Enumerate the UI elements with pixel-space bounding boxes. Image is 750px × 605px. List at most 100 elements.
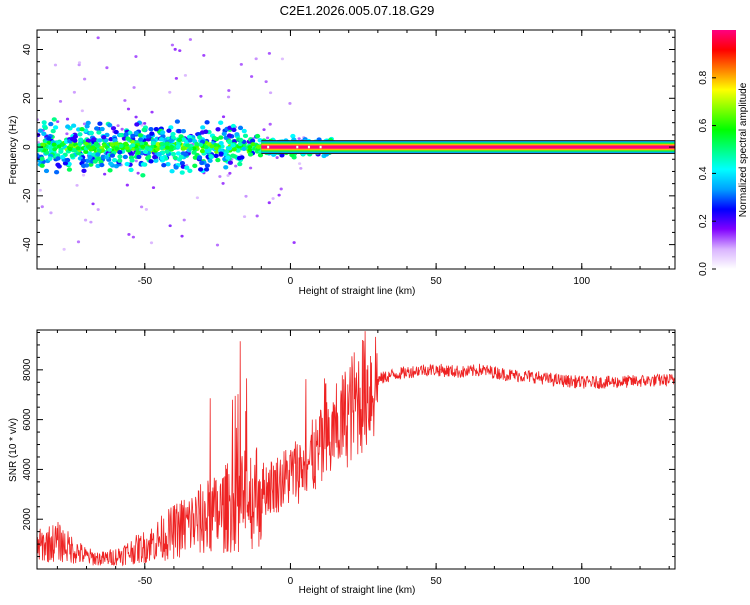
spectrogram-noise-mark — [230, 143, 236, 148]
spectrogram-noise-mark — [173, 165, 179, 170]
spectrogram-noise-mark — [221, 131, 227, 136]
spectrogram-noise-mark — [150, 140, 156, 146]
spectrogram-frame — [36, 29, 676, 270]
spectrogram-noise-mark — [134, 122, 140, 127]
spectrogram-outlier-mark — [132, 86, 136, 89]
spectrogram-outlier-mark — [279, 187, 283, 191]
spectrogram-noise-mark — [50, 128, 56, 134]
spectrogram-outlier-mark — [49, 211, 53, 215]
spectrogram-outlier-mark — [199, 94, 203, 98]
spectrogram-noise-mark — [124, 161, 130, 167]
spectrogram-outlier-mark — [234, 164, 238, 168]
snr-y-label: SNR (10 * v/v) — [8, 418, 19, 482]
spectrogram-noise-mark — [242, 133, 249, 139]
spectrogram-outlier-mark — [277, 193, 281, 197]
spectrogram-y-ticks: -40 -20 0 20 40 — [22, 36, 675, 270]
spectrogram-core-mark — [52, 147, 58, 152]
spectrogram-outlier-mark — [221, 182, 225, 185]
spectrogram-noise-mark — [58, 149, 64, 154]
spectrogram-core-mark — [107, 147, 112, 152]
spectrogram-core-mark — [56, 144, 62, 149]
spectrogram-noise-mark — [46, 136, 52, 141]
spectrogram-noise-mark — [192, 163, 198, 169]
spectrogram-noise-mark — [41, 120, 47, 125]
spectrogram-noise-mark — [148, 159, 154, 164]
spectrogram-band-gap — [319, 145, 322, 149]
spectrogram-noise-mark — [211, 135, 217, 141]
spectrogram-noise-mark — [140, 162, 146, 167]
spectrogram-noise-mark — [97, 138, 103, 143]
spectrogram-noise-mark — [122, 154, 128, 160]
spectrogram-noise-mark — [213, 153, 219, 159]
spectrogram-noise-mark — [117, 150, 123, 155]
spectrogram-outlier-mark — [103, 172, 107, 176]
spectrogram-outlier-mark — [80, 109, 84, 113]
spectrogram-noise-mark — [218, 140, 224, 146]
spectrogram-noise-mark — [208, 154, 215, 160]
spectrogram-outlier-mark — [271, 197, 275, 200]
spectrogram-noise-mark — [226, 133, 233, 138]
spectrogram-noise-mark — [111, 157, 118, 163]
spectrogram-core-mark — [188, 146, 193, 151]
spectrogram-noise-mark — [53, 125, 59, 130]
spectrogram-noise-mark — [204, 120, 210, 125]
spectrogram-outlier-mark — [151, 186, 156, 190]
spectrogram-noise-mark — [187, 168, 193, 174]
spectrogram-noise-mark — [65, 157, 71, 163]
spectrogram-noise-mark — [140, 173, 146, 178]
spectrogram-noise-mark — [99, 126, 105, 132]
spectrogram-outlier-mark — [265, 136, 270, 140]
spectrogram-noise-mark — [165, 162, 171, 167]
spectrogram-noise-mark — [91, 137, 97, 142]
spectrogram-noise-mark — [48, 121, 54, 127]
spectrogram-noise-mark — [146, 154, 152, 159]
spectrogram-noise-mark — [187, 138, 193, 143]
spectrogram-core-mark — [198, 142, 204, 147]
spectrogram-noise-mark — [198, 167, 204, 172]
spectrogram-outlier-mark — [174, 76, 178, 80]
spectrogram-noise-mark — [164, 149, 170, 154]
spectrogram-outlier-mark — [62, 247, 66, 251]
spectrogram-core-mark — [77, 141, 83, 146]
spectrogram-noise-mark — [241, 146, 247, 151]
spectrogram-outlier-mark — [280, 57, 285, 61]
spectrogram-outlier-mark — [116, 124, 120, 128]
spectrogram-noise-mark — [197, 135, 203, 140]
spectrogram-outlier-mark — [134, 159, 138, 163]
spectrogram-noise-mark — [117, 154, 123, 159]
spectrogram-noise-mark — [119, 132, 125, 138]
spectrogram-outlier-mark — [75, 183, 79, 187]
spectrogram-outlier-mark — [143, 122, 147, 125]
spectrogram-outlier-mark — [105, 66, 109, 70]
spectrogram-noise-mark — [128, 167, 134, 173]
spectrogram-noise-mark — [169, 169, 175, 174]
spectrogram-noise-mark — [226, 146, 232, 151]
spectrogram-outlier-mark — [267, 51, 271, 55]
spectrogram-noise-mark — [204, 163, 211, 168]
spectrogram-noise-mark — [257, 152, 264, 158]
colorbar-tick-label: 0.0 — [698, 262, 709, 276]
y-tick-label: 20 — [22, 92, 33, 104]
spectrogram-noise-mark — [237, 125, 244, 131]
spectrogram-noise-mark — [47, 156, 53, 161]
spectrogram-noise-mark — [166, 128, 172, 133]
spectrogram-core-mark — [75, 146, 81, 151]
spectrogram-core-mark — [194, 141, 199, 146]
spectrogram-outlier-mark — [255, 214, 259, 218]
colorbar-tick-label: 0.8 — [698, 70, 709, 84]
spectrogram-noise-mark — [129, 158, 135, 163]
spectrogram-noise-mark — [42, 125, 48, 131]
spectrogram-noise-mark — [218, 120, 224, 125]
spectrogram-outlier-mark — [218, 175, 222, 178]
spectrogram-noise-mark — [85, 120, 91, 126]
spectrogram-core-mark — [40, 142, 46, 147]
spectrogram-core-mark — [67, 147, 73, 152]
spectrogram-noise-mark — [39, 163, 45, 168]
spectrogram-noise-mark — [127, 130, 133, 136]
spectrogram-noise-mark — [180, 129, 187, 134]
spectrogram-noise-mark — [107, 123, 113, 128]
spectrogram-outlier-mark — [268, 91, 273, 95]
spectrogram-outlier-mark — [268, 122, 272, 126]
spectrogram-noise-mark — [53, 170, 60, 175]
spectrogram-noise-mark — [207, 158, 213, 163]
